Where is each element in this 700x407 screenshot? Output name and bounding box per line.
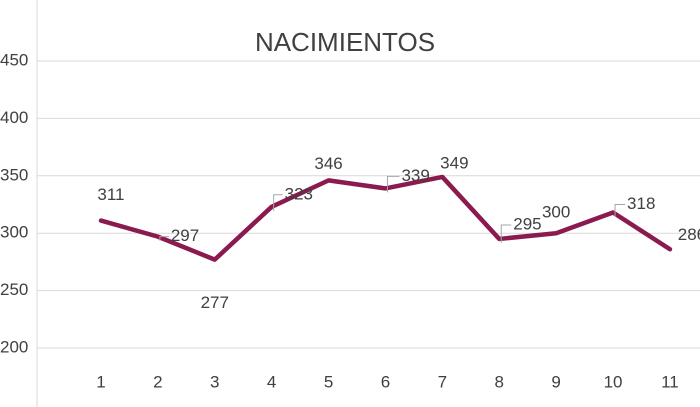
data-label: 295 [513,214,541,233]
x-tick-label: 8 [495,372,504,391]
y-tick-label: 400 [0,108,28,127]
data-line [98,174,673,262]
y-tick-label: 450 [0,50,28,69]
data-label: 323 [285,184,313,203]
data-label: 297 [171,226,199,245]
leader-line [386,175,400,193]
x-tick-label: 2 [153,372,162,391]
y-tick-label: 200 [0,337,28,356]
x-tick-label: 9 [551,372,560,391]
chart-title: NACIMIENTOS [255,27,435,57]
y-tick-label: 300 [0,223,28,242]
x-tick-label: 6 [381,372,390,391]
data-label: 286 [678,225,700,244]
y-tick-label: 250 [0,280,28,299]
x-tick-label: 1 [96,372,105,391]
data-label: 339 [401,166,429,185]
data-label: 349 [440,153,468,172]
x-tick-label: 5 [324,372,333,391]
x-tick-label: 10 [604,372,623,391]
data-label: 318 [627,194,655,213]
leader-line [159,236,169,241]
x-tick-label: 7 [438,372,447,391]
y-tick-label: 350 [0,165,28,184]
x-tick-label: 11 [661,372,679,391]
data-label: 277 [201,293,229,312]
x-tick-label: 3 [210,372,219,391]
leader-line [273,194,283,211]
x-tick-label: 4 [267,372,276,391]
data-label: 300 [542,203,570,222]
leader-line [500,224,512,243]
data-label: 311 [97,185,124,204]
data-label: 346 [314,154,342,173]
leader-line [614,204,626,217]
